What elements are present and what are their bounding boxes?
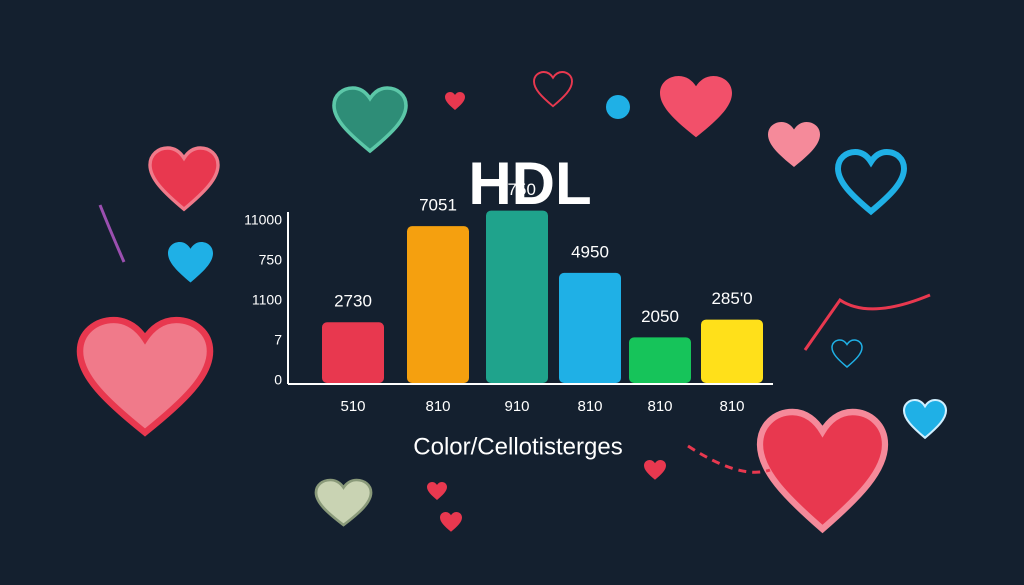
bar [322,322,384,383]
data-label: 285'0 [711,289,752,308]
x-axis-label: Color/Cellotisterges [413,433,622,460]
data-label: 7051 [419,196,457,215]
decorations [80,71,948,532]
y-axis-text: 750 [259,252,283,268]
x-tick-label: 810 [425,398,450,415]
x-tick-label: 810 [719,398,744,415]
y-axis-text: 1100 [252,292,282,308]
data-label: 2730 [334,292,372,311]
line-decoration [803,293,931,351]
bar [629,337,691,383]
line-decoration [98,204,126,263]
bar [559,272,621,383]
y-axis-text: 7 [274,332,282,348]
data-label: 7750 [498,180,536,199]
chart-title: HDL [468,150,591,217]
data-label: 4950 [571,242,609,261]
dot-decoration [606,95,630,119]
x-tick-label: 810 [577,398,602,415]
bar [701,319,763,383]
bar [486,210,548,383]
y-axis-text: 0 [274,372,282,388]
data-label: 2050 [641,307,679,326]
bar [407,226,469,383]
y-axis-text: 11000 [244,212,282,228]
x-tick-label: 810 [647,398,672,415]
x-tick-label: 910 [504,398,529,415]
x-tick-label: 510 [340,398,365,415]
